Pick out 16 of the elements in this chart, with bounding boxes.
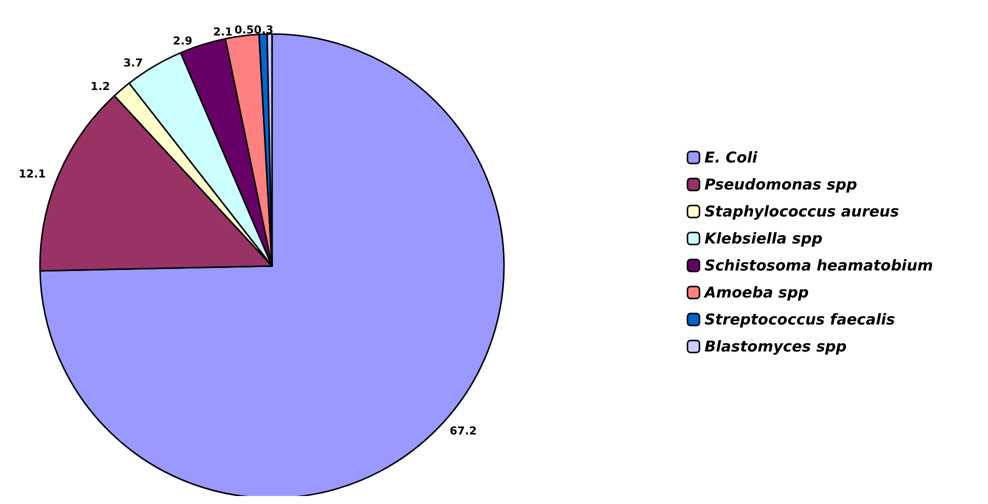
data-label: 2.9 <box>172 34 192 48</box>
legend-label: Streptococcus faecalis <box>704 310 896 328</box>
legend-label: Amoeba spp <box>703 284 809 302</box>
data-label: 0.3 <box>254 24 274 37</box>
legend-label: Klebsiella spp <box>704 230 823 248</box>
data-label: 1.2 <box>90 80 110 93</box>
legend-label: Pseudomonas spp <box>704 176 858 194</box>
legend-label: Blastomyces spp <box>704 338 847 356</box>
data-label: 3.7 <box>123 56 143 70</box>
data-label: 0.5 <box>234 24 254 37</box>
legend-label: Staphylococcus aureus <box>704 202 900 220</box>
data-label: 2.1 <box>213 25 233 38</box>
legend-label: E. Coli <box>704 148 758 166</box>
legend-label: Schistosoma heamatobium <box>704 256 933 274</box>
data-label: 67.2 <box>450 424 477 438</box>
data-label: 12.1 <box>18 167 46 180</box>
